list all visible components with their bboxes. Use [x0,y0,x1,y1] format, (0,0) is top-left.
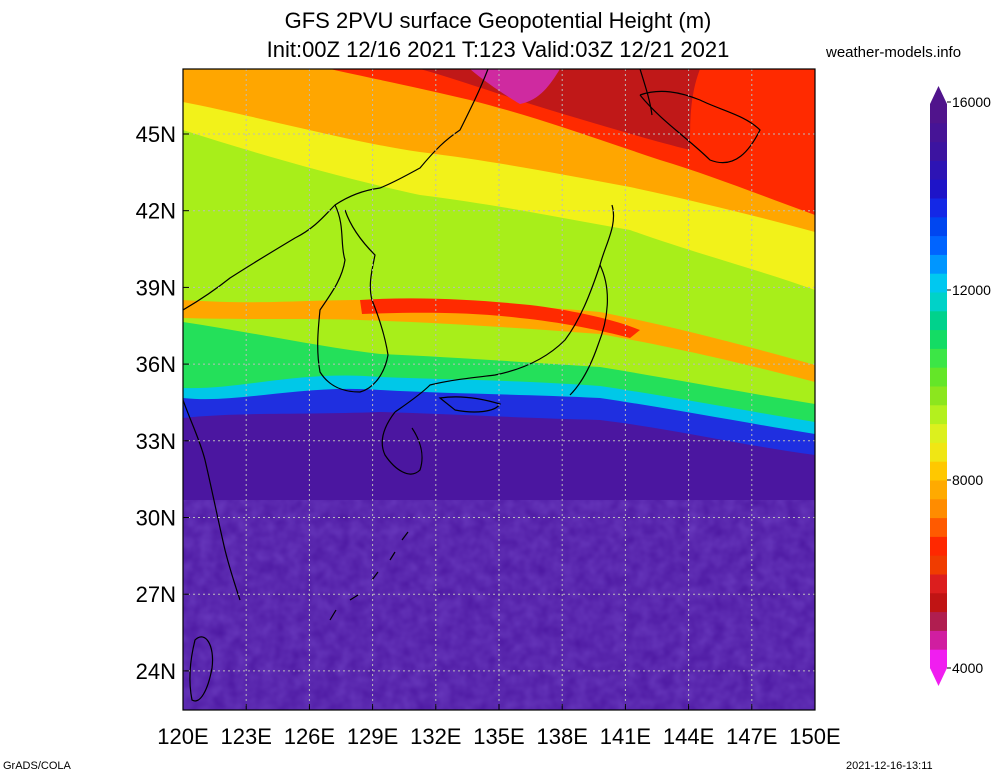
source-site: weather-models.info [826,44,962,61]
chart-subtitle: Init:00Z 12/16 2021 T:123 Valid:03Z 12/2… [266,37,730,62]
graticule [183,69,815,710]
taiwan [189,636,214,702]
lat-axis: 45N 42N 39N 36N 33N 30N 27N 24N [136,122,189,684]
colorbar-segment [930,555,947,575]
darkred-band [420,69,700,150]
lat-tick-label: 30N [136,506,176,531]
colorbar-segment [930,386,947,406]
china-coast [183,69,489,311]
lon-tick-label: 147E [726,724,777,749]
colorbar-segment [930,104,947,124]
colorbar-segment [930,235,947,255]
lat-tick-label: 42N [136,199,176,224]
blue-band [183,386,815,455]
colorbar-bottom-arrow [930,668,947,686]
colorbar-segment [930,461,947,481]
colorbar-segment [930,649,947,669]
red-band-south [360,298,640,338]
colorbar-top-arrow [930,86,947,104]
colorbar-segment [930,179,947,199]
colorbar-segment [930,498,947,519]
lat-tick-label: 24N [136,659,176,684]
lon-tick-label: 141E [600,724,651,749]
coastlines [183,69,761,702]
ryukyu-islands [329,531,409,621]
lon-axis: 120E 123E 126E 129E 132E 135E 138E 141E 144E 147E… [157,704,841,749]
colorbar-segment [930,216,947,237]
magenta-patch [470,69,560,104]
colorbar-label: 12000 [952,282,991,298]
japan-shikoku [438,396,501,413]
colorbar-label: 8000 [952,472,983,488]
japan-kyushu [381,411,423,475]
colorbar-labels: 16000 12000 8000 4000 [947,94,991,676]
colorbar-segment [930,517,947,537]
colorbar-segment [930,254,947,274]
lon-tick-label: 126E [284,724,335,749]
lon-tick-label: 144E [663,724,714,749]
lon-tick-label: 138E [537,724,588,749]
korea-coast [317,204,389,393]
japan-honshu-south [569,264,608,396]
colorbar-segment [930,423,947,443]
lat-tick-label: 36N [136,352,176,377]
colorbar-segment [930,160,947,180]
colorbar-segment [930,292,947,312]
colorbar-segment [930,310,947,331]
colorbar-label: 16000 [952,94,991,110]
colorbar-segment [930,329,947,349]
lon-tick-label: 135E [473,724,524,749]
lon-tick-label: 150E [789,724,840,749]
colorbar-segment [930,442,947,462]
colorbar-label: 4000 [952,660,983,676]
colorbar-segment [930,367,947,387]
colorbar-segment [930,611,947,631]
lon-tick-label: 132E [410,724,461,749]
colorbar-segment [930,348,947,368]
lat-tick-label: 45N [136,122,176,147]
lon-tick-label: 120E [157,724,208,749]
colorbar-segment [930,536,947,556]
colorbar-segment [930,574,947,594]
lon-tick-label: 129E [347,724,398,749]
colorbar [930,86,947,686]
colorbar-segment [930,273,947,293]
china-south-coast [183,399,241,601]
japan-honshu [394,204,615,413]
colorbar-segment [930,122,947,143]
chart-title: GFS 2PVU surface Geopotential Height (m) [284,8,712,33]
hokkaido [639,90,761,164]
colorbar-segment [930,480,947,500]
colorbar-segment [930,404,947,425]
footer-right: 2021-12-16-13:11 [846,760,933,772]
footer-left: GrADS/COLA [3,760,71,772]
colorbar-segment [930,198,947,218]
sakhalin [639,69,653,116]
lon-tick-label: 123E [221,724,272,749]
lat-tick-label: 27N [136,582,176,607]
lat-tick-label: 39N [136,275,176,300]
colorbar-segment [930,592,947,613]
lat-tick-label: 33N [136,429,176,454]
red-band [330,69,815,215]
colorbar-segment [930,630,947,650]
colorbar-segment [930,141,947,161]
